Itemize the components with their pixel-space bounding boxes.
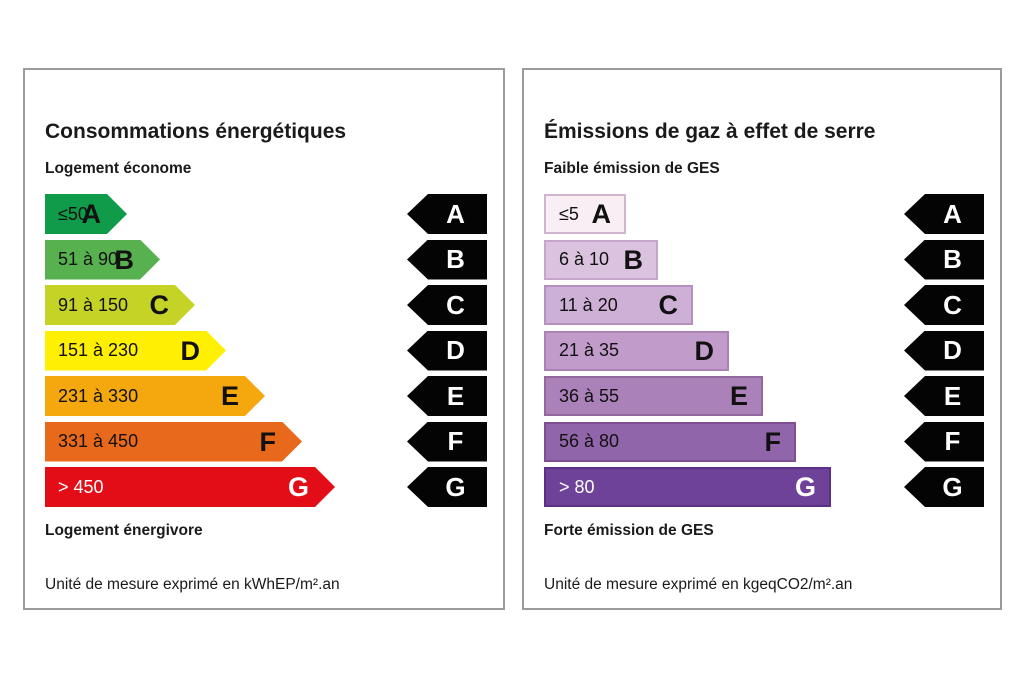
- bar-letter: F: [764, 426, 782, 457]
- energy-bar-b: 51 à 90 B: [45, 240, 160, 280]
- grade-arrow-d: D: [407, 330, 487, 371]
- grade-arrow-c: C: [904, 285, 984, 325]
- grade-arrow-g: G: [904, 467, 984, 507]
- economical-housing-label: Logement économe: [45, 160, 192, 177]
- ges-unit-label: Unité de mesure exprimé en kgeqCO2/m².an: [544, 576, 853, 593]
- bar-range-label: > 80: [559, 476, 595, 497]
- ges-emissions-panel: Émissions de gaz à effet de serre Faible…: [522, 68, 1002, 610]
- grade-arrow-d: D: [904, 330, 984, 371]
- energy-bar-e: 231 à 330 E: [45, 376, 265, 416]
- high-ges-label: Forte émission de GES: [544, 522, 714, 539]
- grade-arrow-e: E: [407, 376, 487, 416]
- ges-panel-title: Émissions de gaz à effet de serre: [544, 120, 876, 144]
- bar-letter: A: [81, 199, 101, 229]
- grade-arrow-e: E: [904, 376, 984, 416]
- energy-hungry-housing-label: Logement énergivore: [45, 522, 203, 539]
- ges-bar-g: > 80 G: [544, 467, 831, 507]
- ges-bar-f: 56 à 80 F: [544, 421, 796, 462]
- ges-bar-d: 21 à 35 D: [544, 330, 729, 371]
- energy-grade-arrow-column: A B C D E F G: [407, 194, 487, 513]
- bar-range-label: ≤5: [559, 203, 579, 224]
- low-ges-label: Faible émission de GES: [544, 160, 720, 177]
- ges-bar-scale: ≤5 A 6 à 10 B 11 à 20 C 21 à 35 D 36 à 5…: [544, 194, 831, 513]
- bar-range-label: 91 à 150: [58, 294, 129, 315]
- bar-letter: D: [694, 335, 715, 366]
- bar-range-label: 21 à 35: [559, 340, 620, 360]
- energy-unit-label: Unité de mesure exprimé en kWhEP/m².an: [45, 576, 340, 593]
- ges-bar-e: 36 à 55 E: [544, 376, 763, 416]
- grade-arrow-f: F: [407, 421, 487, 462]
- ges-bar-c: 11 à 20 C: [544, 285, 693, 325]
- bar-letter: C: [149, 290, 169, 320]
- bar-range-label: 151 à 230: [58, 340, 139, 360]
- bar-range-label: ≤50: [58, 203, 88, 224]
- bar-range-label: 6 à 10: [559, 249, 610, 269]
- bar-letter: D: [180, 335, 200, 366]
- bar-letter: B: [114, 244, 134, 275]
- bar-letter: C: [658, 290, 679, 320]
- bar-range-label: 51 à 90: [58, 249, 119, 269]
- grade-arrow-c: C: [407, 285, 487, 325]
- grade-arrow-a: A: [407, 194, 487, 234]
- energy-consumption-panel: Consommations énergétiques Logement écon…: [23, 68, 505, 610]
- energy-bar-g: > 450 G: [45, 467, 335, 507]
- bar-range-label: 331 à 450: [58, 431, 139, 451]
- bar-letter: E: [220, 381, 239, 411]
- bar-letter: G: [794, 472, 816, 502]
- bar-letter: G: [287, 472, 309, 502]
- bar-range-label: 11 à 20: [559, 294, 618, 315]
- energy-bar-d: 151 à 230 D: [45, 331, 226, 371]
- bar-range-label: > 450: [58, 476, 104, 497]
- bar-letter: B: [623, 244, 644, 275]
- grade-arrow-g: G: [407, 467, 487, 507]
- ges-grade-arrow-column: A B C D E F G: [904, 194, 984, 513]
- energy-bar-f: 331 à 450 F: [45, 422, 302, 462]
- bar-letter: A: [591, 199, 612, 229]
- grade-arrow-b: B: [904, 239, 984, 280]
- bar-letter: F: [259, 426, 276, 457]
- ges-bar-a: ≤5 A: [544, 194, 626, 234]
- energy-bar-c: 91 à 150 C: [45, 285, 195, 325]
- energy-bar-scale: ≤50 A 51 à 90 B 91 à 150 C 151 à 230 D 2…: [45, 194, 335, 513]
- grade-arrow-f: F: [904, 421, 984, 462]
- bar-letter: E: [729, 381, 748, 411]
- grade-arrow-a: A: [904, 194, 984, 234]
- bar-range-label: 56 à 80: [559, 431, 620, 451]
- energy-panel-title: Consommations énergétiques: [45, 120, 347, 144]
- ges-bar-b: 6 à 10 B: [544, 239, 658, 280]
- grade-arrow-b: B: [407, 239, 487, 280]
- bar-range-label: 231 à 330: [58, 385, 139, 406]
- bar-range-label: 36 à 55: [559, 385, 620, 406]
- energy-bar-a: ≤50 A: [45, 194, 127, 234]
